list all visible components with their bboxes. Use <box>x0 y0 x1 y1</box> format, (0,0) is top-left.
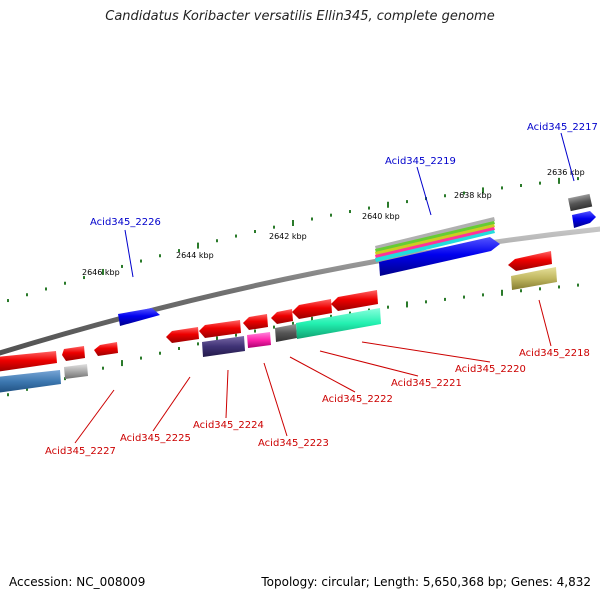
label-acid345-2225[interactable]: Acid345_2225 <box>120 433 191 444</box>
accession-label: Accession: NC_008009 <box>9 575 146 589</box>
gene-2217[interactable] <box>572 211 596 228</box>
gene-2227[interactable] <box>0 351 57 372</box>
map-title: Candidatus Koribacter versatilis Ellin34… <box>105 9 495 24</box>
label-acid345-2227[interactable]: Acid345_2227 <box>45 446 116 457</box>
gene-2219-stack[interactable] <box>375 217 495 262</box>
reverse-strand-genes <box>0 251 557 393</box>
gene-2218[interactable] <box>508 251 552 271</box>
scale-label-2640: 2640 kbp <box>362 212 400 221</box>
scale-label-2638: 2638 kbp <box>454 191 492 200</box>
gene-2225a[interactable] <box>94 342 118 356</box>
scale-label-2642: 2642 kbp <box>269 232 307 241</box>
gene-2220a[interactable] <box>331 290 378 311</box>
gene-2227-rna[interactable] <box>0 370 61 393</box>
leader-lines <box>74 132 575 444</box>
gene-2224[interactable] <box>199 320 241 338</box>
label-acid345-2224[interactable]: Acid345_2224 <box>193 420 264 431</box>
gene-2222a[interactable] <box>271 309 293 324</box>
scale-label-2636: 2636 kbp <box>547 168 585 177</box>
genome-stats: Topology: circular; Length: 5,650,368 bp… <box>261 575 591 589</box>
gene-2226[interactable] <box>118 308 160 326</box>
inner-tick-ring <box>7 283 579 397</box>
gene-2222[interactable] <box>275 324 297 342</box>
label-acid345-2221[interactable]: Acid345_2221 <box>391 378 462 389</box>
label-acid345-2223[interactable]: Acid345_2223 <box>258 438 329 449</box>
gene-2217-upstream[interactable] <box>567 193 593 212</box>
gene-2225[interactable] <box>166 327 199 343</box>
scale-label-2646: 2646 kbp <box>82 268 120 277</box>
gene-2218-olive[interactable] <box>511 267 557 290</box>
gene-2223[interactable] <box>247 332 271 348</box>
gene-2227c[interactable] <box>64 364 88 379</box>
label-acid345-2219[interactable]: Acid345_2219 <box>385 156 456 167</box>
gene-2224-purple[interactable] <box>202 336 245 357</box>
label-acid345-2218[interactable]: Acid345_2218 <box>519 348 590 359</box>
gene-2220[interactable] <box>296 308 381 339</box>
gene-2223a[interactable] <box>243 314 268 330</box>
label-acid345-2220[interactable]: Acid345_2220 <box>455 364 526 375</box>
label-acid345-2222[interactable]: Acid345_2222 <box>322 394 393 405</box>
label-acid345-2226[interactable]: Acid345_2226 <box>90 217 161 228</box>
gene-2221[interactable] <box>292 299 332 319</box>
scale-label-2644: 2644 kbp <box>176 251 214 260</box>
label-acid345-2217[interactable]: Acid345_2217 <box>527 122 598 133</box>
gene-2219[interactable] <box>379 237 500 276</box>
gene-2227b[interactable] <box>62 346 85 361</box>
genome-backbone <box>0 226 600 356</box>
forward-strand-genes <box>118 193 596 326</box>
